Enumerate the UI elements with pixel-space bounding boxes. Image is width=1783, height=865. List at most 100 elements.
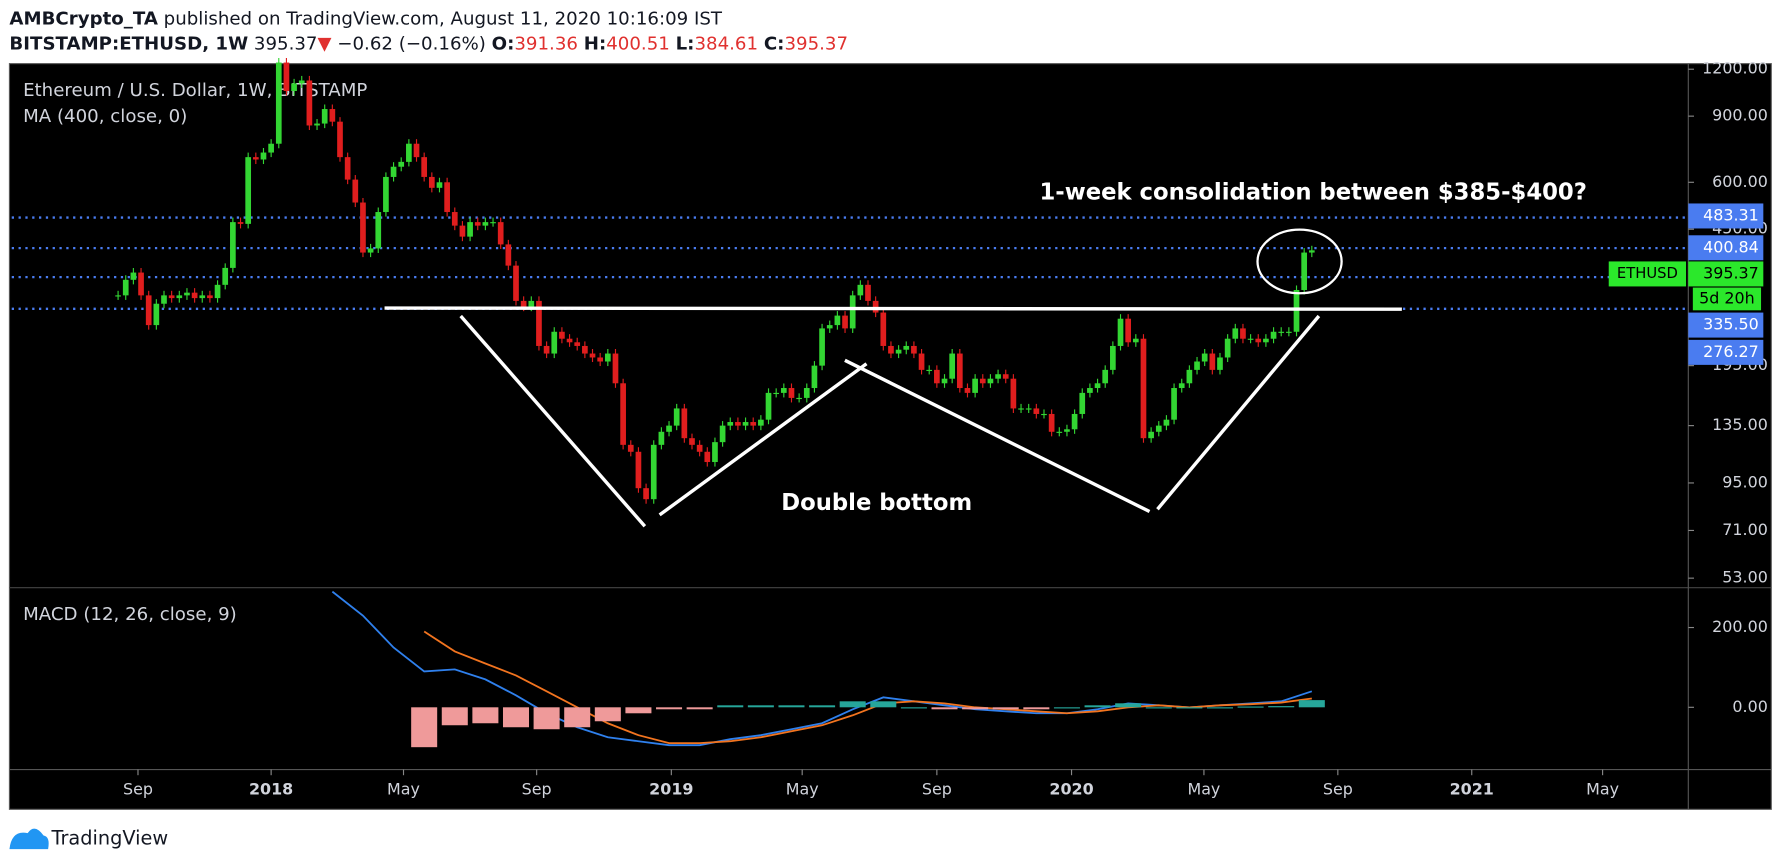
- candle: [658, 431, 665, 445]
- annotation: 1-week consolidation between $385-$400?: [1039, 180, 1586, 206]
- candle: [650, 444, 657, 500]
- candle: [811, 365, 818, 389]
- histogram-bar: [625, 707, 652, 714]
- candle: [1041, 413, 1047, 416]
- candle: [520, 300, 527, 307]
- candle: [459, 225, 466, 237]
- change: −0.62 (−0.16%): [337, 33, 486, 54]
- price-tag: [1688, 261, 1764, 287]
- candle: [819, 328, 825, 366]
- price-tag-value: 395.37: [1703, 263, 1759, 282]
- x-tick-label: May: [387, 779, 420, 798]
- candle: [559, 331, 565, 339]
- candle: [620, 383, 626, 445]
- candle: [941, 378, 948, 384]
- candle: [926, 369, 933, 372]
- candle: [237, 222, 244, 224]
- x-tick-label: Sep: [1323, 779, 1353, 798]
- candle: [383, 176, 389, 213]
- candle: [574, 342, 581, 346]
- candle: [857, 284, 864, 296]
- y-tick-label: 1200.00: [1702, 59, 1768, 78]
- level-tag: [1688, 312, 1764, 338]
- brand-name: TradingView: [51, 826, 169, 849]
- candle: [765, 392, 772, 420]
- candle: [712, 442, 718, 463]
- candle: [964, 388, 971, 393]
- candle: [191, 292, 198, 299]
- candle: [145, 295, 152, 326]
- candle: [1178, 383, 1185, 389]
- trend-line: [1156, 314, 1321, 511]
- histogram-bar: [809, 705, 836, 708]
- candle: [1140, 338, 1147, 439]
- histogram-bar: [1176, 707, 1203, 709]
- candle: [934, 369, 940, 384]
- candle: [995, 374, 1001, 379]
- candle: [696, 444, 703, 452]
- candle: [979, 378, 986, 384]
- candle: [367, 248, 374, 253]
- candle: [1102, 369, 1109, 384]
- candle: [536, 300, 542, 346]
- candle: [834, 315, 841, 326]
- candle: [773, 392, 780, 395]
- indicator-line: [423, 630, 1312, 745]
- candle: [505, 244, 512, 266]
- symbol-line: BITSTAMP:ETHUSD, 1W 395.37▼ −0.62 (−0.16…: [9, 33, 848, 54]
- candle: [826, 325, 833, 329]
- x-tick-label: 2019: [649, 779, 693, 798]
- candle: [168, 295, 175, 299]
- candle: [689, 438, 695, 445]
- candle: [742, 422, 749, 426]
- candle: [337, 121, 343, 158]
- candle: [291, 83, 297, 91]
- level-tag-label: 276.27: [1703, 342, 1759, 361]
- histogram-bar: [962, 707, 989, 710]
- l-label: L:: [676, 33, 695, 54]
- candle: [482, 222, 489, 226]
- x-tick-label: May: [786, 779, 819, 798]
- published: published on TradingView.com, August 11,…: [164, 8, 723, 29]
- histogram-bar: [533, 707, 560, 730]
- candle: [467, 222, 473, 237]
- candle: [627, 444, 634, 452]
- x-tick-label: Sep: [522, 779, 552, 798]
- pattern-drawing: [384, 228, 1402, 528]
- candle: [1232, 328, 1239, 339]
- histogram-bar: [1145, 707, 1172, 709]
- candle: [1056, 431, 1063, 433]
- candle: [1155, 425, 1162, 432]
- candle: [1018, 408, 1024, 410]
- candle: [490, 222, 496, 224]
- candle: [115, 295, 121, 297]
- candle: [1079, 392, 1086, 414]
- candle: [780, 388, 787, 393]
- candle: [1125, 318, 1132, 343]
- brand: TradingView: [9, 826, 168, 849]
- candle: [1071, 413, 1078, 430]
- candle: [474, 222, 481, 226]
- x-tick-label: 2018: [249, 779, 293, 798]
- histogram-bar: [1115, 703, 1142, 708]
- histogram-bar: [900, 707, 927, 709]
- candle: [727, 422, 734, 426]
- high: 400.51: [606, 33, 670, 54]
- candle: [421, 157, 428, 177]
- candle: [275, 62, 282, 144]
- y-tick-label: 53.00: [1722, 568, 1768, 587]
- candle: [589, 353, 596, 358]
- highlight-ellipse: [1256, 228, 1343, 295]
- histogram-bar: [472, 707, 499, 724]
- candle: [872, 300, 879, 313]
- histogram-bar: [411, 707, 438, 748]
- histogram-bar: [594, 707, 621, 722]
- candle: [1117, 318, 1124, 346]
- candle: [1002, 374, 1009, 379]
- level-tag-label: 400.84: [1703, 237, 1759, 256]
- candle: [1048, 413, 1055, 432]
- candle: [1217, 357, 1223, 370]
- candle: [344, 157, 351, 180]
- candle: [1240, 328, 1246, 339]
